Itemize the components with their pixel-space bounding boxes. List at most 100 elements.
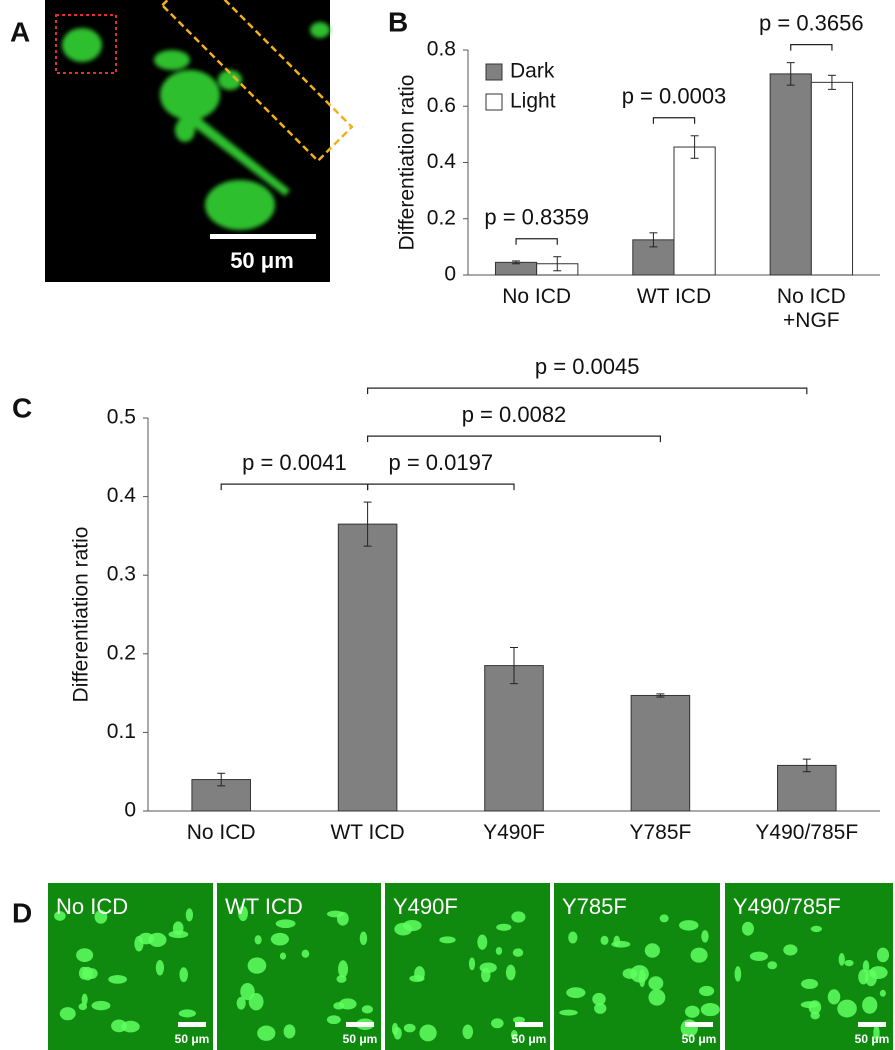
cell: [155, 959, 165, 976]
panel-d-label: No ICD: [56, 894, 128, 919]
cell: [82, 966, 94, 981]
cell: [679, 920, 699, 931]
x-tick-label: Y490F: [483, 821, 545, 844]
cell: [512, 948, 524, 957]
cell: [403, 1023, 416, 1033]
cell: [94, 910, 108, 924]
cell: [257, 1025, 276, 1041]
cell: [879, 989, 886, 997]
cell: [185, 908, 194, 922]
p-value: p = 0.0045: [535, 354, 640, 379]
panel-label: A: [10, 16, 30, 47]
cell: [684, 1005, 700, 1018]
y-tick-label: 0: [124, 799, 136, 822]
cell: [254, 935, 262, 945]
cell: [108, 974, 128, 984]
cell: [419, 1024, 437, 1042]
cell: [134, 935, 144, 952]
cell: [749, 951, 768, 962]
cell: [54, 911, 66, 921]
bar: [777, 764, 837, 812]
panel-d-label: Y490/785F: [733, 894, 841, 919]
cell: [333, 1002, 345, 1010]
significance-bracket: [367, 483, 515, 491]
cell: [338, 960, 349, 978]
cell: [91, 1000, 111, 1011]
y-axis-label: Differentiation ratio: [70, 527, 93, 703]
cell: [275, 919, 296, 929]
x-tick-label: Y490/785F: [755, 821, 859, 844]
scale-bar: [346, 1022, 374, 1027]
p-value: p = 0.0197: [388, 450, 493, 475]
y-tick-label: 0.5: [107, 406, 136, 429]
significance-bracket: [515, 238, 558, 245]
scale-label: 50 μm: [175, 1032, 210, 1046]
cell: [179, 967, 189, 983]
cell: [690, 947, 708, 963]
y-tick-label: 0.6: [427, 94, 456, 117]
bar: [484, 665, 544, 812]
cell: [600, 935, 609, 945]
cell: [111, 1019, 127, 1033]
cell: [439, 936, 456, 944]
cell: [279, 952, 287, 960]
cell: [491, 1018, 504, 1029]
y-tick-label: 0.4: [427, 150, 457, 173]
p-value: p = 0.0082: [462, 402, 567, 427]
significance-bracket: [652, 117, 696, 124]
x-tick-label: No ICD: [502, 285, 572, 308]
panel-d-label: Y490F: [393, 894, 458, 919]
p-value: p = 0.3656: [759, 10, 864, 35]
cell: [699, 985, 715, 997]
scale-bar: [858, 1022, 886, 1027]
cell: [477, 934, 488, 950]
cell: [59, 1007, 76, 1021]
scale-bar: [515, 1022, 543, 1027]
cell: [644, 943, 661, 958]
cell: [808, 1000, 822, 1015]
x-tick-label: No ICD +NGF: [776, 285, 846, 332]
micrograph: No ICD 50 μm: [48, 883, 213, 1050]
cell: [326, 910, 344, 918]
legend-swatch: [485, 93, 503, 111]
cell: [301, 949, 310, 958]
cell: [510, 1029, 518, 1040]
micrograph: Y785F 50 μm: [554, 883, 720, 1050]
x-tick-label: WT ICD: [330, 821, 405, 844]
cell: [359, 931, 368, 946]
cell: [648, 976, 664, 991]
y-tick-label: 0.2: [427, 206, 456, 229]
cell: [741, 921, 754, 936]
cell: [559, 1009, 578, 1016]
y-tick-label: 0.1: [107, 720, 136, 743]
cell: [283, 1024, 296, 1039]
significance-bracket: [790, 44, 833, 51]
panel-label: C: [12, 392, 32, 423]
cell: [361, 1005, 373, 1014]
cell: [495, 946, 503, 955]
cell: [479, 962, 497, 973]
cell: [810, 925, 823, 933]
cell: [505, 964, 516, 981]
bar: [810, 81, 854, 276]
y-tick-label: 0.8: [427, 38, 456, 61]
cell: [862, 996, 878, 1014]
cell: [638, 969, 646, 988]
cell: [865, 969, 877, 987]
bar: [673, 146, 716, 276]
bar: [337, 523, 398, 812]
cell: [767, 961, 778, 970]
p-value: p = 0.0041: [242, 450, 347, 475]
x-tick-label: WT ICD: [636, 285, 712, 308]
cell: [238, 905, 248, 922]
panel-label: B: [388, 6, 408, 37]
cell: [512, 1016, 525, 1024]
scale-label: 50 μm: [682, 1032, 717, 1046]
cell: [168, 930, 189, 939]
bar: [769, 73, 812, 276]
cell: [409, 975, 425, 982]
cell: [568, 931, 578, 944]
cell: [701, 930, 709, 943]
